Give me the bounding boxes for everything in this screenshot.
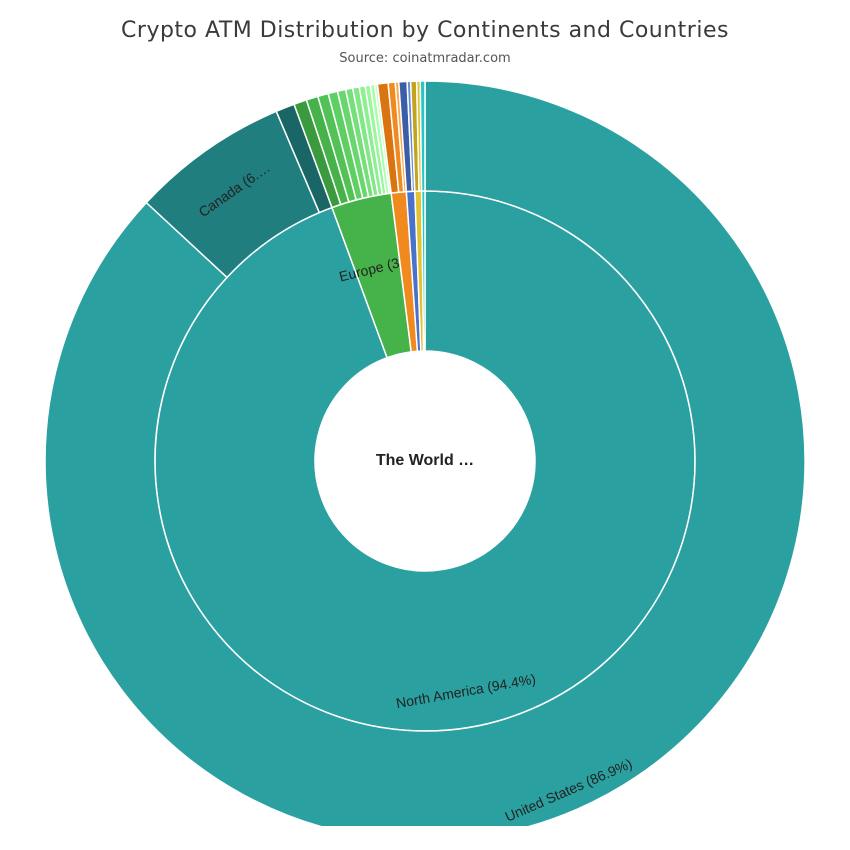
chart-title: Crypto ATM Distribution by Continents an… — [0, 0, 850, 43]
sunburst-chart: North America (94.4%)Europe (3.…United S… — [0, 66, 850, 826]
chart-subtitle: Source: coinatmradar.com — [0, 51, 850, 66]
outer-ring-slice[interactable] — [420, 81, 425, 191]
center-label: The World … — [376, 452, 474, 469]
